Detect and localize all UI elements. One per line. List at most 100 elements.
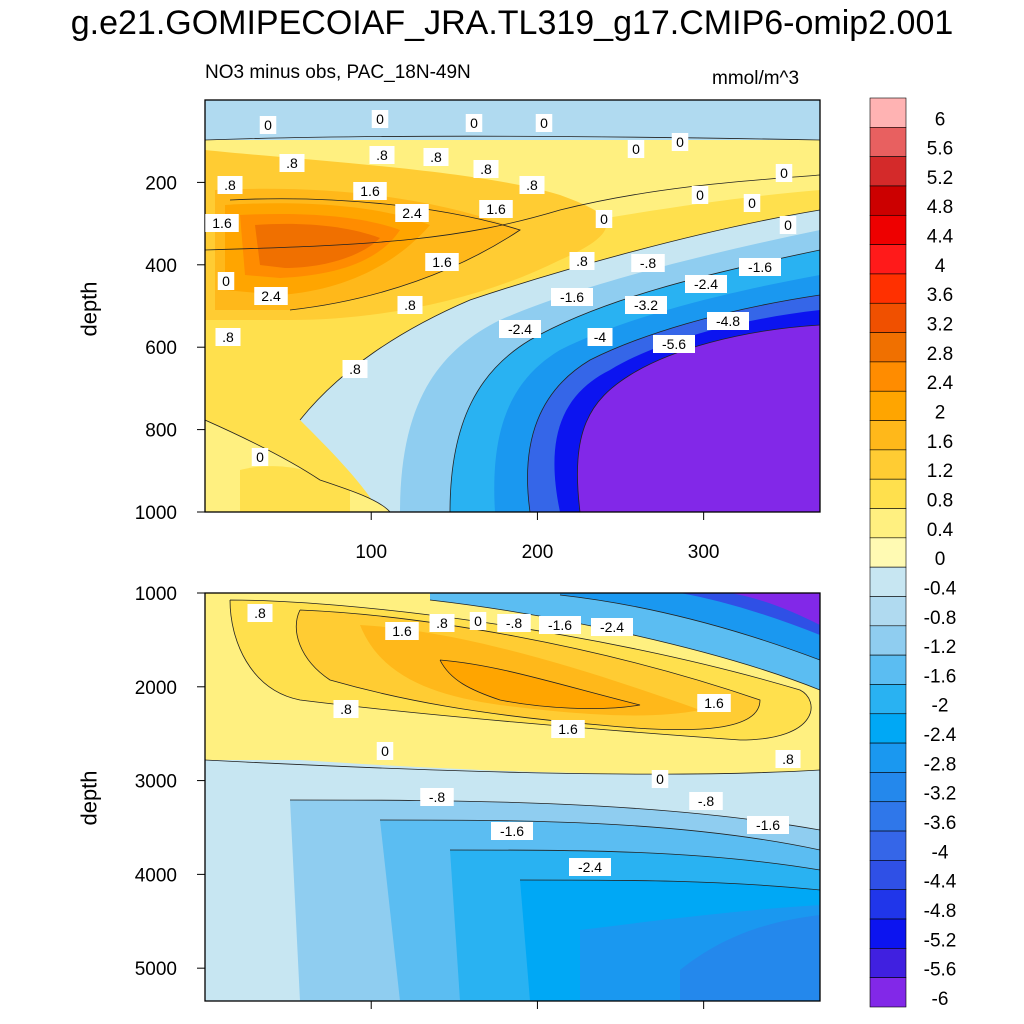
contour-label-upper: .8 [519,176,545,194]
contour-label-lower: .8 [247,604,273,622]
svg-text:0: 0 [264,117,272,133]
contour-label-upper: .8 [397,296,423,314]
contour-label-lower: -1.6 [539,616,581,634]
x-tick-label: 100 [355,542,387,563]
svg-text:0: 0 [600,211,608,227]
contour-label-upper: 0 [535,114,553,132]
colorbar-swatch [869,420,907,451]
svg-text:.8: .8 [436,615,448,631]
colorbar-label: -0.8 [924,608,957,629]
colorbar-label: -2.8 [924,754,957,775]
y-tick-label-upper: 600 [145,338,177,359]
x-tick-label: 200 [522,542,554,563]
contour-label-upper: 0 [251,448,269,466]
contour-label-lower: -.8 [420,788,454,806]
svg-text:0: 0 [696,187,704,203]
y-tick-label-upper: 1000 [135,503,177,524]
colorbar-label: -1.2 [924,637,957,658]
y-tick-label-upper: 200 [145,173,177,194]
x-tick-label: 300 [688,542,720,563]
contour-label-upper: 0 [779,216,797,234]
y-tick-label-lower: 4000 [135,865,177,886]
colorbar-label: -1.6 [924,666,957,687]
colorbar-swatch [869,918,907,949]
svg-text:.8: .8 [480,161,492,177]
colorbar-label: 2 [935,402,946,423]
y-tick-label-lower: 5000 [135,959,177,980]
colorbar-label: -4 [932,842,949,863]
colorbar-label: 0.4 [927,520,954,541]
colorbar-swatch [869,244,907,275]
svg-text:0: 0 [222,273,230,289]
contour-label-upper: -.8 [631,254,665,272]
colorbar-swatch [869,332,907,363]
colorbar-swatch [869,596,907,627]
colorbar-label: 5.6 [927,139,953,160]
colorbar-label: -0.4 [924,578,957,599]
colorbar-swatch [869,625,907,656]
chart-subtitle: NO3 minus obs, PAC_18N-49N [205,62,471,83]
svg-text:0: 0 [632,141,640,157]
contour-label-upper: -1.6 [739,258,781,276]
contour-label-lower: -2.4 [591,618,633,636]
colorbar-swatch [869,478,907,509]
svg-text:.8: .8 [349,361,361,377]
colorbar-label: 0 [935,549,946,570]
svg-text:.8: .8 [430,149,442,165]
colorbar-label: -3.6 [924,813,957,834]
svg-text:1.6: 1.6 [360,183,380,199]
contour-label-lower: 0 [469,612,487,630]
upper-y-axis-label: depth [76,281,102,337]
contour-label-upper: -2.4 [685,275,727,293]
contour-label-upper: 0 [465,114,483,132]
colorbar-label: -2 [932,696,949,717]
svg-text:0: 0 [381,743,389,759]
svg-text:2.4: 2.4 [402,205,422,221]
contour-label-lower: -.8 [497,614,531,632]
contour-label-lower: 0 [376,742,394,760]
svg-text:-2.4: -2.4 [600,619,624,635]
svg-text:0: 0 [376,111,384,127]
colorbar-label: -4.4 [924,872,957,893]
lower-panel-field [205,593,820,1001]
svg-text:-1.6: -1.6 [560,289,584,305]
colorbar-swatch [869,361,907,392]
svg-text:-1.6: -1.6 [500,823,524,839]
contour-label-upper: 0 [743,194,761,212]
contour-label-lower: 1.6 [697,694,731,712]
svg-text:.8: .8 [782,751,794,767]
colorbar-swatch [869,684,907,715]
contour-label-upper: 0 [775,164,793,182]
contour-label-lower: .8 [775,750,801,768]
colorbar-swatch [869,508,907,539]
colorbar-swatch [869,185,907,216]
upper-panel-field [205,100,820,512]
svg-text:-.8: -.8 [640,255,657,271]
contour-label-lower: 1.6 [385,622,419,640]
svg-text:0: 0 [256,449,264,465]
contour-label-upper: 0 [671,133,689,151]
colorbar-swatch [869,97,907,128]
svg-text:.8: .8 [254,605,266,621]
svg-text:-1.6: -1.6 [748,259,772,275]
colorbar-swatch [869,654,907,685]
contour-label-upper: 0 [691,186,709,204]
colorbar-label: 0.8 [927,490,953,511]
contour-label-lower: -2.4 [569,858,611,876]
contour-label-upper: .8 [369,146,395,164]
colorbar-label: 3.6 [927,285,953,306]
svg-text:1.6: 1.6 [558,721,578,737]
contour-label-upper: .8 [279,154,305,172]
contour-label-lower: 0 [651,770,669,788]
colorbar-label: 6 [935,109,946,130]
contour-label-upper: -4.8 [707,312,749,330]
colorbar-swatch [869,948,907,978]
svg-text:.8: .8 [376,147,388,163]
colorbar-swatch [869,977,907,1008]
svg-text:0: 0 [676,134,684,150]
colorbar-label: 4 [935,256,946,277]
colorbar-label: 4.4 [927,227,954,248]
contour-label-upper: .8 [217,176,243,194]
svg-text:0: 0 [470,115,478,131]
svg-text:1.6: 1.6 [212,215,232,231]
